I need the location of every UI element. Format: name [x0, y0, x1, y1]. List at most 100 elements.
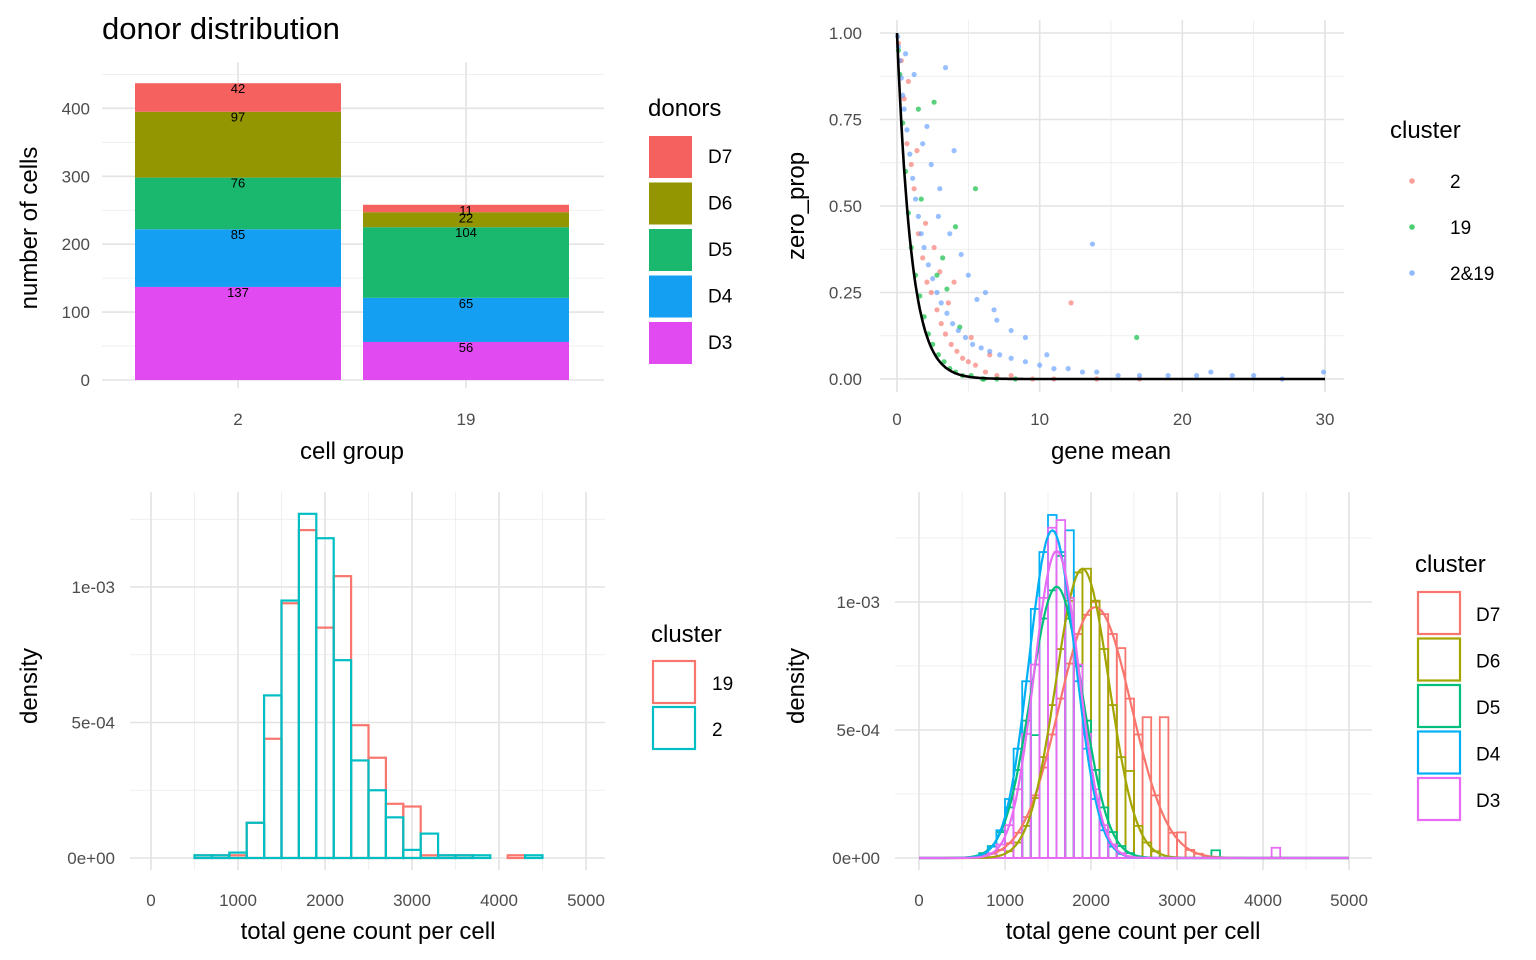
- x-tick-label: 1000: [219, 891, 257, 910]
- point-2&19: [1229, 372, 1235, 379]
- bar-label-D5-2: 76: [231, 176, 245, 191]
- bar-D3-2: [135, 286, 341, 380]
- point-2: [938, 321, 944, 327]
- point-2&19: [1065, 366, 1071, 372]
- point-2&19: [994, 317, 1000, 323]
- point-19: [941, 359, 947, 365]
- point-2&19: [1044, 352, 1050, 358]
- point-2&19: [901, 106, 907, 112]
- p3-legend-title: cluster: [651, 621, 722, 648]
- legend-key-D7: [649, 136, 692, 178]
- p3-xlabel: total gene count per cell: [241, 918, 496, 945]
- legend-key-D5: [649, 229, 692, 271]
- legend-label-2&19: 2&19: [1450, 264, 1494, 285]
- y-tick-label: 300: [62, 167, 90, 186]
- x-tick-label: 10: [1030, 410, 1049, 429]
- hist-bar-D7: [1133, 733, 1144, 859]
- hist-bar-2: [350, 759, 370, 860]
- legend-key-19: [1409, 224, 1415, 230]
- p4-legend-title: cluster: [1415, 551, 1486, 578]
- point-2: [914, 148, 920, 154]
- p3-ylabel: density: [16, 648, 43, 724]
- point-19: [931, 99, 937, 105]
- point-2: [905, 78, 912, 85]
- legend-label-D3: D3: [708, 333, 732, 354]
- point-2&19: [910, 175, 916, 181]
- point-2: [942, 331, 949, 337]
- hist-bar-D6: [1072, 571, 1084, 859]
- point-2: [920, 255, 926, 261]
- bar-D7-19: [363, 204, 569, 213]
- panel-zero-prop-scatter: 0.00 0.25 0.50 0.75 1.00 0 10 20 30 gene mean ze…: [783, 20, 1494, 465]
- bar-D5-2: [135, 177, 341, 230]
- y-tick-label: 5e-04: [837, 721, 880, 740]
- hist-bar-19: [350, 724, 370, 860]
- hist-bar-2: [210, 854, 231, 860]
- y-tick-label: 0e+00: [832, 849, 880, 868]
- panel-gene-count-hist-donors: 0e+00 5e-04 1e-03 0 1000 2000 3000 4000 5000 tot…: [783, 492, 1501, 945]
- x-tick-label: 19: [457, 410, 476, 429]
- bar-D4-19: [363, 297, 569, 342]
- hist-bar-D7: [1158, 716, 1170, 859]
- p3-histogram: [193, 512, 544, 860]
- point-2&19: [930, 276, 936, 282]
- point-19: [952, 224, 959, 230]
- x-tick-label: 2: [233, 410, 242, 429]
- hist-bar-2: [332, 659, 353, 860]
- legend-label-D5: D5: [708, 240, 732, 261]
- point-2&19: [951, 148, 957, 154]
- hist-bar-19: [506, 854, 527, 860]
- y-tick-label: 100: [62, 303, 90, 322]
- point-2: [951, 279, 957, 285]
- point-2: [908, 161, 914, 168]
- point-2&19: [1051, 366, 1057, 372]
- hist-bar-2: [367, 789, 387, 860]
- point-2&19: [1079, 369, 1086, 375]
- x-tick-label: 3000: [393, 891, 431, 910]
- hist-bar-D7: [1124, 697, 1135, 859]
- legend-label-2: 2: [712, 720, 723, 741]
- y-tick-label: 0e+00: [67, 849, 115, 868]
- p4-legend: cluster D7 D6 D5 D4 D3: [1415, 551, 1501, 822]
- hist-bar-D6: [1055, 648, 1067, 859]
- hist-bar-2: [245, 821, 266, 860]
- y-tick-label: 0.25: [829, 284, 862, 303]
- p2-ylabel: zero_prop: [783, 152, 810, 260]
- point-2&19: [991, 307, 997, 313]
- point-2: [931, 244, 937, 251]
- y-tick-label: 0.50: [829, 197, 862, 216]
- point-19: [972, 186, 979, 192]
- density-line-D3: [919, 549, 1349, 860]
- legend-key-D4: [1416, 730, 1462, 775]
- point-2&19: [911, 71, 917, 78]
- point-19: [1134, 334, 1140, 341]
- legend-label-D7: D7: [708, 147, 732, 168]
- bar-D5-19: [363, 227, 569, 298]
- point-2: [928, 289, 934, 296]
- point-2: [911, 186, 917, 192]
- legend-label-D7: D7: [1476, 605, 1500, 626]
- point-2&19: [904, 127, 910, 133]
- point-2&19: [1022, 334, 1028, 341]
- x-tick-label: 30: [1316, 410, 1335, 429]
- p2-legend: cluster 2 19 2&19: [1390, 117, 1494, 285]
- p1-ylabel: number of cells: [16, 147, 43, 310]
- point-2&19: [920, 141, 926, 147]
- point-2&19: [907, 151, 913, 157]
- y-tick-label: 1.00: [829, 24, 862, 43]
- point-2&19: [974, 296, 980, 303]
- point-2&19: [915, 213, 922, 219]
- point-2&19: [912, 196, 919, 202]
- point-2&19: [934, 289, 940, 296]
- point-2&19: [955, 327, 961, 334]
- legend-key-D6: [1416, 637, 1462, 682]
- point-2: [972, 362, 979, 368]
- point-2&19: [1208, 369, 1214, 375]
- point-2&19: [935, 213, 941, 219]
- p2-legend-title: cluster: [1390, 117, 1461, 144]
- bar-D6-2: [135, 111, 341, 178]
- hist-bar-19: [280, 602, 300, 860]
- legend-key-D3: [649, 322, 692, 364]
- point-2&19: [918, 231, 924, 237]
